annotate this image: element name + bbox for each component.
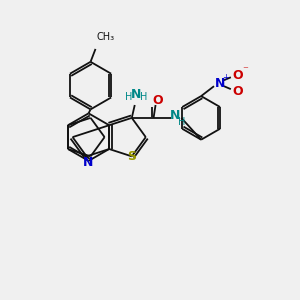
Text: +: +: [223, 73, 229, 82]
Text: O: O: [152, 94, 163, 106]
Text: H: H: [140, 92, 147, 102]
Text: N: N: [130, 88, 141, 100]
Text: S: S: [127, 150, 136, 163]
Text: CH₃: CH₃: [97, 32, 115, 42]
Text: O: O: [232, 85, 243, 98]
Text: H: H: [125, 92, 133, 102]
Text: N: N: [215, 77, 225, 90]
Text: N: N: [82, 156, 93, 170]
Text: O: O: [232, 69, 243, 82]
Text: N: N: [170, 110, 181, 122]
Text: ⁻: ⁻: [242, 65, 248, 75]
Text: H: H: [178, 117, 185, 127]
